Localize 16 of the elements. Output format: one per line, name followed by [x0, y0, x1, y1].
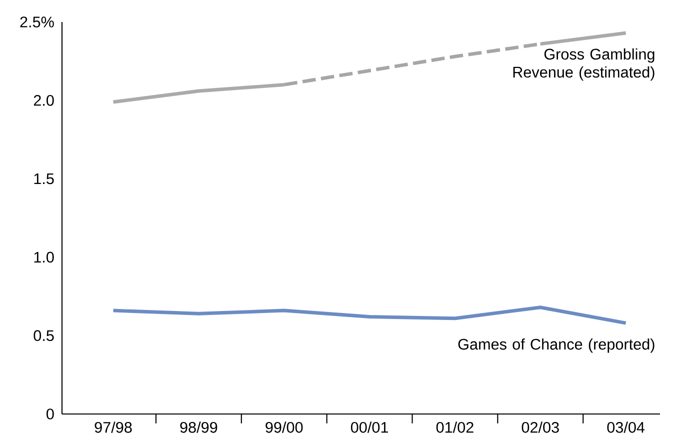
line-series: [112, 306, 628, 325]
series-label: Gross Gambling Revenue (estimated): [513, 48, 654, 81]
y-tick-label: 1.0: [34, 252, 54, 263]
x-tick-label: 01/02: [436, 422, 474, 433]
x-tick-label: 02/03: [522, 422, 559, 433]
y-tick-label: 0.5: [34, 330, 54, 342]
y-tick-label: 2.5%: [20, 16, 54, 28]
x-tick-label: 03/04: [607, 422, 645, 433]
y-tick-label: 2.0: [34, 94, 54, 106]
x-tick-label: 97/98: [94, 422, 132, 433]
y-tick-label: 1.5: [34, 173, 54, 184]
x-tick-label: 00/01: [350, 422, 388, 433]
x-tick-label: 98/99: [180, 422, 218, 433]
x-tick-label: 99/00: [266, 422, 303, 433]
series-label: Games of Chance (reported): [458, 338, 654, 353]
y-tick-label: 0: [46, 408, 54, 420]
